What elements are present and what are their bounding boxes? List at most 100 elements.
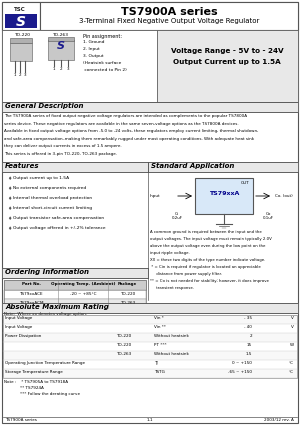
Text: Co. (out): Co. (out) <box>275 194 293 198</box>
Text: 2003/12 rev. A: 2003/12 rev. A <box>264 418 294 422</box>
Text: General Description: General Description <box>5 103 83 109</box>
Text: distance from power supply filter.: distance from power supply filter. <box>150 272 222 276</box>
Text: TO-220: TO-220 <box>116 334 131 338</box>
Text: TSC: TSC <box>14 7 26 12</box>
Text: ** TS7924A: ** TS7924A <box>20 386 44 390</box>
Text: Voltage Range - 5V to - 24V: Voltage Range - 5V to - 24V <box>171 48 283 54</box>
Bar <box>48 37 74 41</box>
Text: TS7900A series: TS7900A series <box>5 418 37 422</box>
Text: TJ: TJ <box>154 361 158 365</box>
Bar <box>3 315 297 378</box>
Text: - 35: - 35 <box>244 316 252 320</box>
Text: Available in fixed output voltage options from -5.0 to -24 volts, these regulato: Available in fixed output voltage option… <box>4 129 258 133</box>
Text: Ordering Information: Ordering Information <box>5 269 89 275</box>
Text: Pin assignment:: Pin assignment: <box>83 34 122 39</box>
Text: Note:  Where xx denotes voltage option.: Note: Where xx denotes voltage option. <box>4 312 87 316</box>
Text: TO-220: TO-220 <box>14 33 30 37</box>
Text: * = Cin is required if regulator is located an appreciable: * = Cin is required if regulator is loca… <box>150 265 261 269</box>
Text: Note :    * TS7905A to TS7918A: Note : * TS7905A to TS7918A <box>4 380 68 384</box>
Text: Co: Co <box>265 212 271 216</box>
Text: TO-263: TO-263 <box>120 301 135 305</box>
Bar <box>4 299 146 308</box>
Text: ♦: ♦ <box>7 226 11 231</box>
Text: V: V <box>291 325 294 329</box>
Text: Output voltage offered in +/-2% tolerance: Output voltage offered in +/-2% toleranc… <box>13 226 106 230</box>
Text: S: S <box>57 41 65 51</box>
Text: XX = these two digits of the type number indicate voltage.: XX = these two digits of the type number… <box>150 258 266 262</box>
Text: TO-220: TO-220 <box>120 292 135 296</box>
Text: V: V <box>291 316 294 320</box>
Text: Package: Package <box>118 282 137 286</box>
Text: 1: 1 <box>53 67 55 71</box>
Text: - 40: - 40 <box>244 325 252 329</box>
Text: TS7900A series: TS7900A series <box>121 7 217 17</box>
Text: input ripple voltage.: input ripple voltage. <box>150 251 190 255</box>
Text: °C: °C <box>289 370 294 374</box>
Text: 3. Output: 3. Output <box>83 54 104 58</box>
Text: 0.1uF: 0.1uF <box>262 216 274 220</box>
Text: Features: Features <box>5 163 40 169</box>
Text: ** = Co is not needed for stability; however, it does improve: ** = Co is not needed for stability; how… <box>150 279 269 283</box>
Bar <box>2 102 298 112</box>
Text: OUT: OUT <box>241 181 250 185</box>
Text: This series is offered in 3-pin TO-220, TO-263 package.: This series is offered in 3-pin TO-220, … <box>4 151 117 156</box>
Text: series device. These negative regulators are available in the same seven-voltage: series device. These negative regulators… <box>4 122 239 125</box>
Text: they can deliver output currents in excess of 1.5 ampere.: they can deliver output currents in exce… <box>4 144 122 148</box>
Bar <box>3 333 297 342</box>
Text: 15: 15 <box>247 343 252 347</box>
Text: PT ***: PT *** <box>154 343 167 347</box>
Text: 0.2uF: 0.2uF <box>172 216 182 220</box>
Text: Standard Application: Standard Application <box>151 163 234 169</box>
Bar <box>195 178 253 214</box>
Text: TO-263: TO-263 <box>52 33 68 37</box>
Text: Storage Temperature Range: Storage Temperature Range <box>5 370 63 374</box>
Text: TSTG: TSTG <box>154 370 165 374</box>
Bar <box>40 2 298 30</box>
Bar <box>2 162 148 172</box>
Text: Input Voltage: Input Voltage <box>5 325 32 329</box>
Text: Vin **: Vin ** <box>154 325 166 329</box>
Bar <box>4 280 146 290</box>
Text: above the output voltage even during the low point on the: above the output voltage even during the… <box>150 244 266 248</box>
Text: Operating Junction Temperature Range: Operating Junction Temperature Range <box>5 361 85 365</box>
Text: 1-1: 1-1 <box>147 418 153 422</box>
Text: °C: °C <box>289 361 294 365</box>
Text: Output transistor safe-area compensation: Output transistor safe-area compensation <box>13 216 104 220</box>
Text: 1. Ground: 1. Ground <box>83 40 104 44</box>
Text: 1: 1 <box>14 73 16 77</box>
Text: Absolute Maximum Rating: Absolute Maximum Rating <box>5 304 109 310</box>
Text: Output Current up to 1.5A: Output Current up to 1.5A <box>173 59 281 65</box>
Text: Vin *: Vin * <box>154 316 164 320</box>
Bar <box>3 369 297 378</box>
Bar <box>2 30 157 102</box>
Text: No external components required: No external components required <box>13 186 86 190</box>
Text: ♦: ♦ <box>7 216 11 221</box>
Text: Output current up to 1.5A: Output current up to 1.5A <box>13 176 69 180</box>
Text: ♦: ♦ <box>7 186 11 191</box>
Text: TO-220: TO-220 <box>116 343 131 347</box>
Text: 1.5: 1.5 <box>246 352 252 356</box>
Text: 3: 3 <box>24 73 26 77</box>
Text: Power Dissipation: Power Dissipation <box>5 334 41 338</box>
Text: ♦: ♦ <box>7 206 11 211</box>
Text: Input: Input <box>150 194 160 198</box>
Text: W: W <box>290 343 294 347</box>
Text: 0 ~ +150: 0 ~ +150 <box>232 361 252 365</box>
Text: Input Voltage: Input Voltage <box>5 316 32 320</box>
Text: Without heatsink: Without heatsink <box>154 352 189 356</box>
Text: 2. Input: 2. Input <box>83 47 100 51</box>
Bar <box>2 303 298 313</box>
Text: and safe-area compensation–making them remarkably rugged under most operating co: and safe-area compensation–making them r… <box>4 136 254 141</box>
Bar <box>4 290 146 299</box>
Text: A common ground is required between the input and the: A common ground is required between the … <box>150 230 262 234</box>
Text: output voltages. The input voltage must remain typically 2.0V: output voltages. The input voltage must … <box>150 237 272 241</box>
Text: 2: 2 <box>60 67 62 71</box>
Bar <box>148 162 298 172</box>
Text: TS79xxACE: TS79xxACE <box>19 292 43 296</box>
Bar <box>2 2 40 30</box>
Text: connected to Pin 2): connected to Pin 2) <box>83 68 127 72</box>
Text: Part No.: Part No. <box>22 282 40 286</box>
Text: TS79xxACM: TS79xxACM <box>19 301 43 305</box>
Text: S: S <box>16 15 26 29</box>
Bar <box>10 38 32 43</box>
